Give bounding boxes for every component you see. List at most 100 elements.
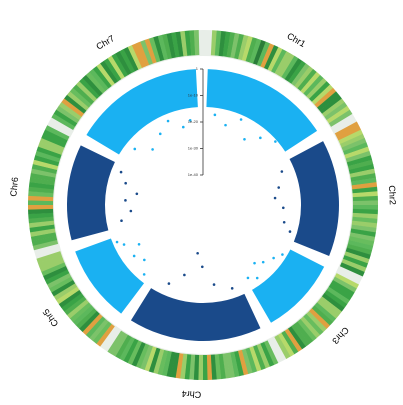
heat-stripe (61, 292, 84, 312)
heat-stripe (210, 354, 217, 380)
heat-stripe (96, 323, 115, 347)
heat-stripe (249, 38, 262, 64)
snp-point (282, 220, 286, 224)
heat-stripe (218, 30, 227, 57)
heat-stripe (334, 273, 359, 289)
heat-stripe (96, 63, 116, 86)
snp-point (124, 199, 127, 202)
heat-stripe (135, 343, 150, 369)
tick-label: 1e-20 (188, 119, 199, 124)
heat-stripe (287, 60, 307, 84)
heat-stripe (35, 150, 61, 163)
snp-point (288, 230, 292, 233)
heat-stripe (346, 243, 373, 255)
snp-point (129, 209, 133, 213)
heat-stripe (28, 220, 55, 228)
snp-point (122, 243, 126, 246)
heat-stripe (144, 38, 157, 64)
heat-stripe (66, 91, 90, 111)
heat-stripe (277, 332, 295, 357)
heat-stripe (256, 41, 271, 67)
heat-stripe (351, 220, 378, 229)
heat-stripe (350, 228, 376, 238)
heat-stripe (39, 137, 65, 152)
heat-stripe (328, 109, 353, 127)
heat-stripe (281, 330, 299, 355)
heat-stripe (103, 58, 122, 82)
heat-stripe (28, 204, 54, 210)
heat-stripe (140, 344, 153, 370)
heat-stripe (49, 276, 74, 293)
heat-stripe (44, 269, 70, 285)
heat-stripe (162, 33, 173, 60)
heat-stripe (115, 51, 132, 76)
heat-stripe (107, 330, 125, 355)
heat-stripe (281, 55, 299, 80)
heat-stripe (294, 321, 314, 345)
heat-stripe (136, 41, 150, 67)
heat-stripe (317, 91, 340, 111)
heat-stripe (79, 310, 100, 332)
heat-stripe (233, 350, 244, 377)
snp-point (119, 170, 123, 174)
heat-stripe (76, 81, 98, 102)
heat-stripe (144, 346, 157, 372)
heat-stripe (206, 354, 213, 380)
heat-stripe (348, 236, 375, 247)
heat-stripe (306, 311, 327, 333)
heat-stripe (189, 30, 196, 56)
heat-stripe (69, 302, 92, 323)
density-band (130, 288, 261, 341)
snp-point (120, 219, 123, 222)
heat-stripe (123, 338, 139, 363)
heat-stripe (306, 78, 327, 100)
heat-stripe (218, 353, 226, 380)
heat-stripe (66, 299, 89, 319)
snp-point (224, 123, 227, 127)
heat-stripe (303, 74, 324, 97)
heat-stripe (267, 47, 283, 72)
snp-point (188, 119, 192, 122)
heat-stripe (85, 316, 106, 339)
heat-stripe (89, 68, 109, 91)
heat-stripe (41, 133, 67, 148)
heat-stripe (352, 200, 378, 206)
snp-point (243, 137, 246, 141)
snp-point (143, 258, 146, 262)
heat-stripe (284, 58, 303, 82)
heat-stripe (79, 77, 100, 99)
heat-stripe (230, 32, 240, 59)
heat-stripe (61, 98, 85, 117)
snp-point (280, 170, 284, 173)
heat-stripe (264, 45, 279, 70)
heat-stripe (157, 34, 169, 61)
heat-stripe (31, 235, 58, 246)
snp-point (167, 282, 171, 285)
heat-stripe (198, 354, 203, 380)
heat-stripe (56, 286, 80, 305)
heat-stripe (350, 173, 376, 182)
snp-point (181, 125, 185, 129)
heat-stripe (193, 354, 200, 380)
heat-stripe (119, 48, 136, 74)
chromosome-label: Chr6 (8, 177, 20, 197)
heat-stripe (340, 133, 365, 148)
snp-point (151, 148, 154, 151)
heat-stripe (179, 353, 188, 380)
heat-stripe (347, 159, 374, 171)
heat-stripe (349, 232, 376, 242)
heat-stripe (33, 155, 60, 167)
heat-stripe (342, 255, 368, 268)
heat-stripe (332, 276, 357, 293)
heat-stripe (326, 286, 350, 305)
heat-stripe (274, 334, 291, 359)
heat-stripe (245, 37, 258, 63)
snp-point (132, 254, 136, 258)
heat-stripe (352, 216, 378, 224)
tick-label: 1e-40 (188, 172, 199, 177)
heat-stripe (100, 60, 119, 84)
heat-stripe (51, 279, 76, 297)
heat-stripe (119, 336, 135, 361)
